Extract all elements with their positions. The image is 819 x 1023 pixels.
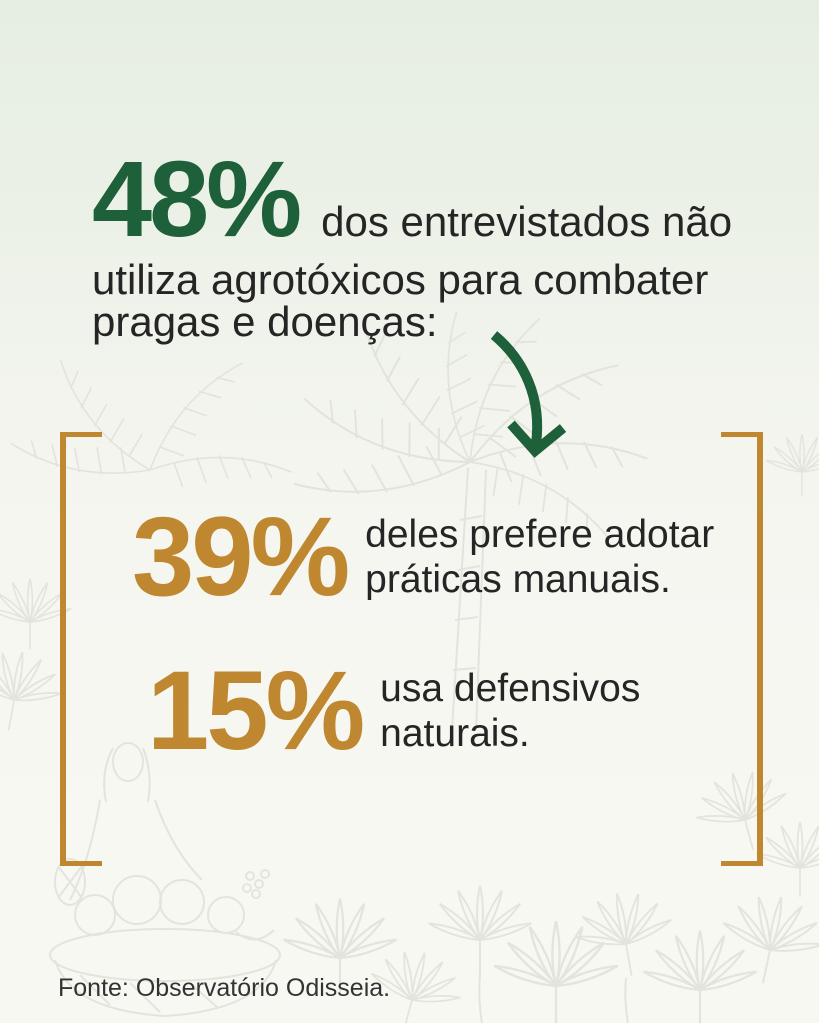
stat-39-line2: práticas manuais. xyxy=(365,558,671,601)
right-bracket-decoration xyxy=(721,432,763,866)
stat-value-39: 39% xyxy=(132,494,350,620)
headline-line1: dos entrevistados não xyxy=(321,198,733,245)
stat-15-line2: naturais. xyxy=(380,712,530,755)
stat-description-15: usa defensivos naturais. xyxy=(380,666,640,756)
stat-39-line1: deles prefere adotar xyxy=(365,513,715,556)
stat-row-39: 39% deles prefere adotar práticas manuai… xyxy=(132,494,714,620)
stat-row-15: 15% usa defensivos naturais. xyxy=(147,648,640,774)
headline-first-line: 48% dos entrevistados não xyxy=(92,138,792,259)
stat-15-line1: usa defensivos xyxy=(380,667,641,710)
headline-line2: utiliza agrotóxicos para combater xyxy=(92,256,709,303)
stat-value-15: 15% xyxy=(147,648,365,774)
source-caption: Fonte: Observatório Odisseia. xyxy=(58,974,391,1002)
headline: 48% dos entrevistados não utiliza agrotó… xyxy=(92,138,792,345)
headline-stat-value: 48% xyxy=(92,138,302,259)
curved-arrow-down-icon xyxy=(490,331,567,458)
stat-description-39: deles prefere adotar práticas manuais. xyxy=(365,512,714,602)
headline-line3: pragas e doenças: xyxy=(92,298,438,345)
left-bracket-decoration xyxy=(60,432,102,866)
